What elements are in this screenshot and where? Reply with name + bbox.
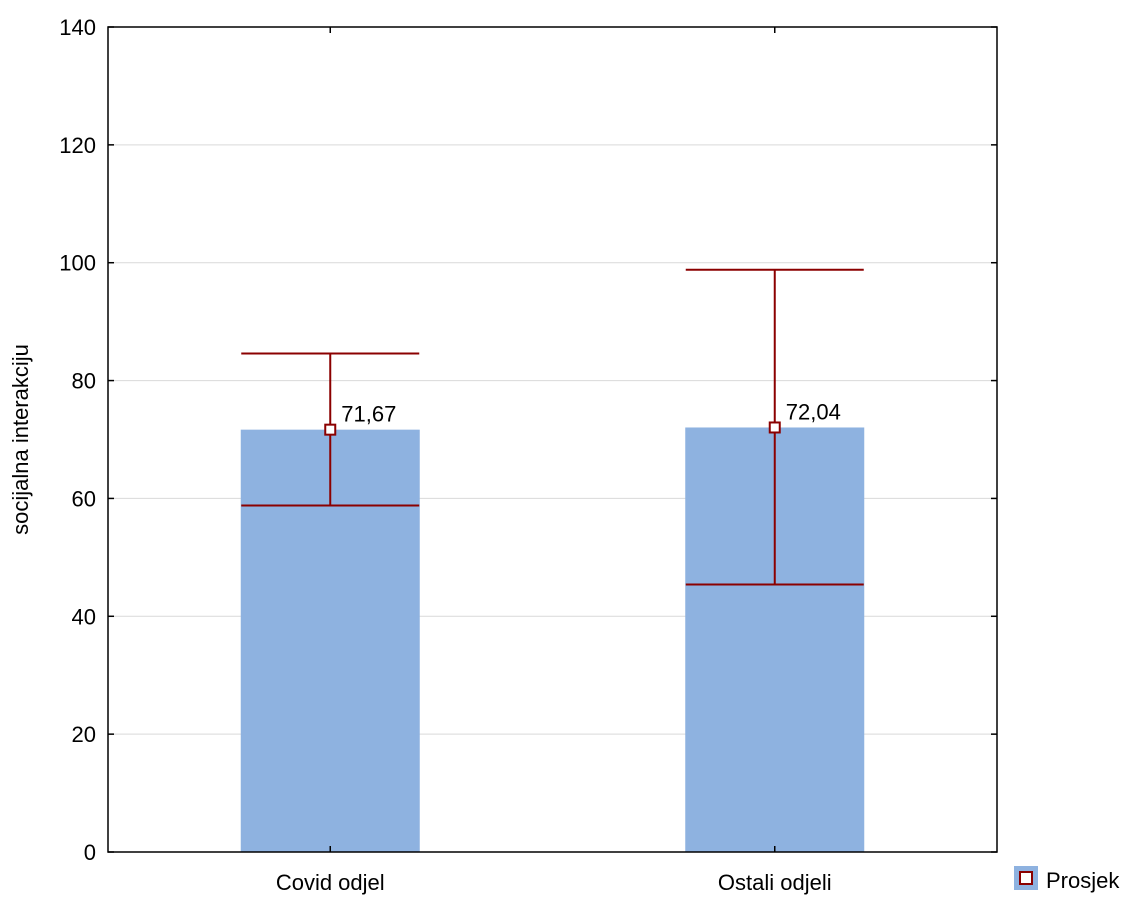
y-tick-label: 60: [72, 486, 96, 511]
y-tick-label: 80: [72, 369, 96, 394]
category-label: Ostali odjeli: [718, 870, 832, 895]
legend: Prosjek: [1014, 866, 1120, 893]
y-tick-label: 40: [72, 604, 96, 629]
plot-frame: [107, 26, 998, 853]
legend-marker: [1019, 871, 1033, 885]
category-label: Covid odjel: [276, 870, 385, 895]
y-tick-label: 140: [59, 15, 96, 40]
legend-label: Prosjek: [1046, 868, 1120, 893]
error-bars: [241, 268, 864, 586]
y-tick-label: 20: [72, 722, 96, 747]
y-tick-label: 100: [59, 251, 96, 276]
mean-marker: [324, 423, 337, 436]
y-tick-label: 120: [59, 133, 96, 158]
axis-ticks: [108, 26, 997, 853]
y-axis-title: socijalna interakciju: [8, 344, 33, 535]
data-label: 72,04: [786, 399, 841, 424]
mean-marker: [768, 421, 781, 434]
axis-labels: 0 20 40 60 80 100 120 140 Covid odjel 71,67 Ostali…: [59, 15, 841, 895]
bars: [240, 427, 865, 852]
y-tick-label: 0: [84, 840, 96, 865]
data-label: 71,67: [341, 402, 396, 427]
